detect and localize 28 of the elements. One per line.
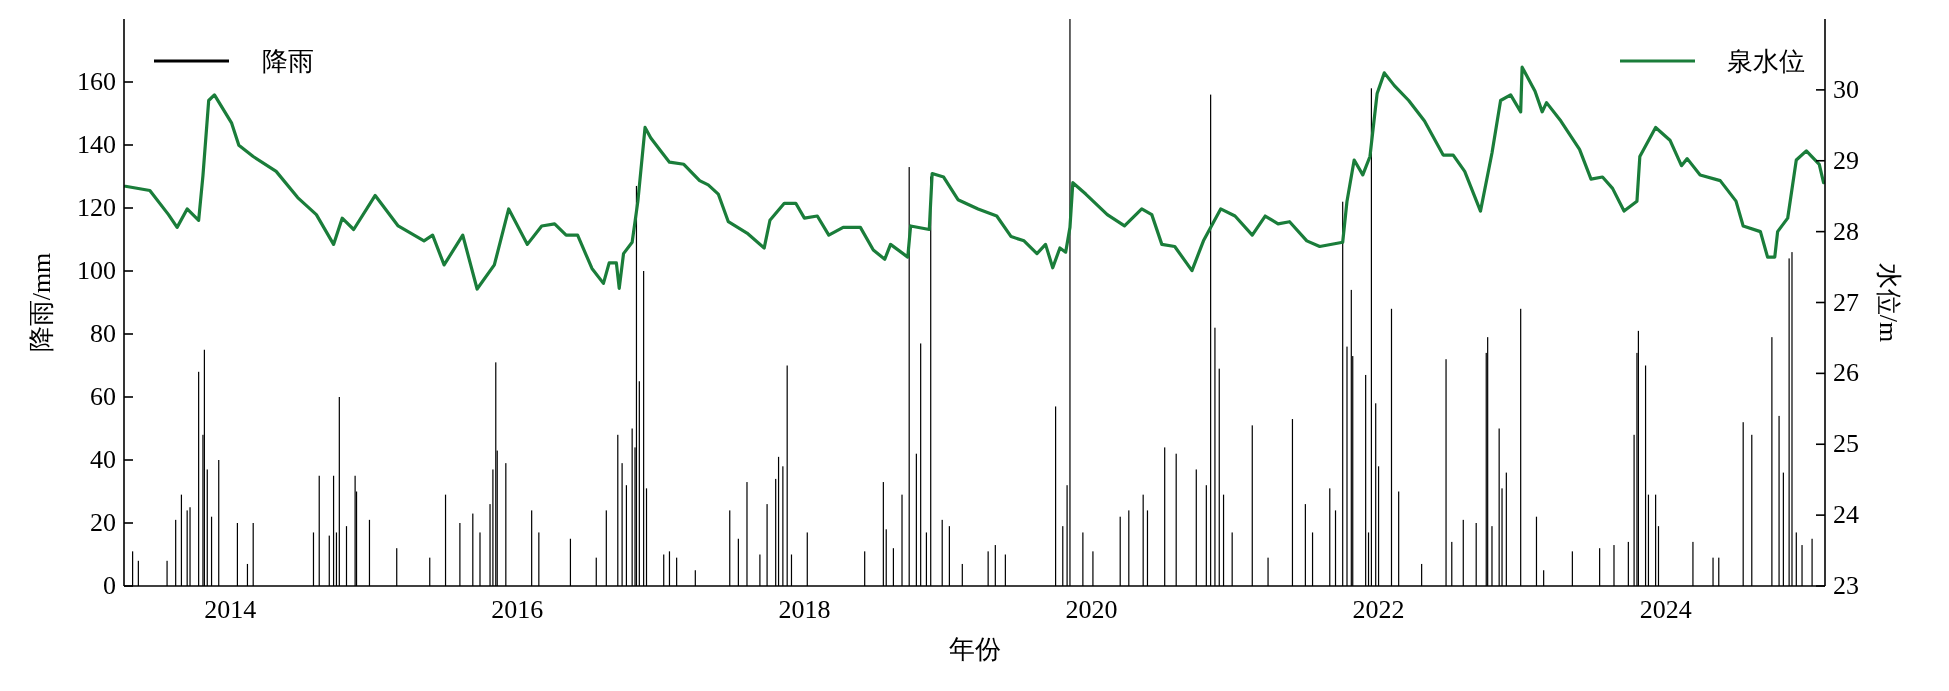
y2-tick-label: 26 bbox=[1833, 358, 1859, 388]
legend-label: 降雨 bbox=[262, 47, 314, 76]
x-tick-label: 2016 bbox=[491, 595, 544, 624]
x-tick-label: 2020 bbox=[1065, 595, 1118, 624]
y-tick-label: 80 bbox=[90, 319, 116, 348]
y2-tick-label: 29 bbox=[1833, 145, 1859, 175]
x-tick-label: 2022 bbox=[1352, 595, 1405, 624]
x-tick-label: 2014 bbox=[204, 595, 257, 624]
x-tick-label: 2018 bbox=[778, 595, 831, 624]
y-tick-label: 120 bbox=[77, 193, 116, 222]
y2-tick-label: 25 bbox=[1833, 429, 1859, 459]
x-axis-title: 年份 bbox=[948, 635, 1001, 664]
legend-label: 泉水位 bbox=[1727, 47, 1805, 76]
y-tick-label: 40 bbox=[90, 445, 116, 474]
y-axis-title: 降雨/mm bbox=[27, 252, 56, 353]
y-tick-label: 140 bbox=[77, 130, 116, 159]
y-tick-label: 0 bbox=[103, 571, 116, 600]
y-tick-label: 100 bbox=[77, 256, 116, 285]
y-tick-label: 60 bbox=[90, 382, 116, 411]
x-tick-label: 2024 bbox=[1639, 595, 1692, 624]
y2-tick-label: 24 bbox=[1833, 500, 1859, 530]
y2-tick-label: 28 bbox=[1833, 216, 1859, 246]
y2-tick-label: 27 bbox=[1833, 287, 1859, 317]
y2-tick-label: 30 bbox=[1833, 74, 1859, 104]
y-tick-label: 20 bbox=[90, 508, 116, 537]
y-tick-label: 160 bbox=[77, 67, 116, 96]
y2-tick-label: 23 bbox=[1833, 571, 1859, 600]
y2-axis-title: 水位/m bbox=[1874, 262, 1903, 343]
